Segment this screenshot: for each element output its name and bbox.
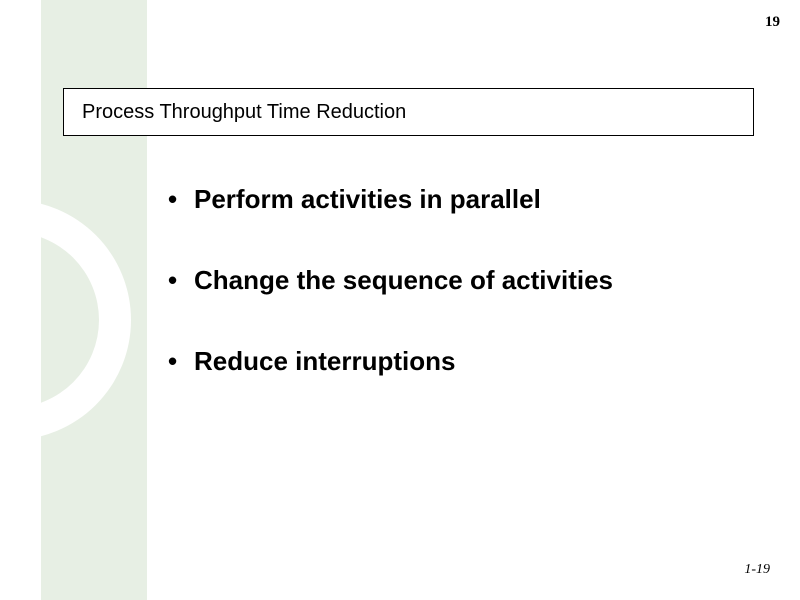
slide: 19 Process Throughput Time Reduction Per… — [0, 0, 800, 600]
bullet-item: Perform activities in parallel — [168, 184, 748, 215]
bullet-list: Perform activities in parallel Change th… — [168, 184, 748, 427]
page-number-top: 19 — [765, 14, 780, 31]
slide-title: Process Throughput Time Reduction — [82, 101, 406, 124]
page-number-bottom: 1-19 — [744, 562, 770, 578]
title-box: Process Throughput Time Reduction — [63, 88, 754, 136]
bullet-item: Change the sequence of activities — [168, 265, 748, 296]
bullet-item: Reduce interruptions — [168, 346, 748, 377]
